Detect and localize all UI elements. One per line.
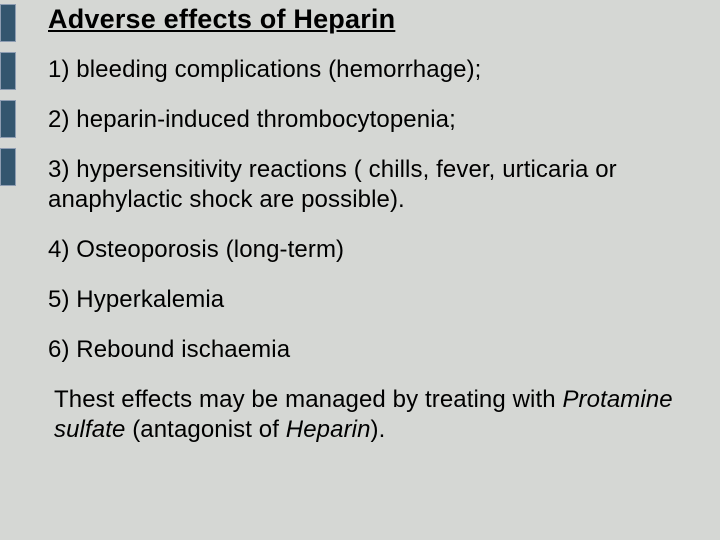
slide-title: Adverse effects of Heparin — [48, 4, 690, 35]
list-item: 3) hypersensitivity reactions ( chills, … — [48, 155, 690, 215]
closing-note: Thest effects may be managed by treating… — [48, 385, 690, 445]
closing-middle: (antagonist of — [125, 416, 285, 443]
accent-bar — [0, 148, 16, 186]
accent-bar — [0, 4, 16, 42]
accent-bar — [0, 100, 16, 138]
list-item: 1) bleeding complications (hemorrhage); — [48, 55, 690, 85]
closing-prefix: Thest effects may be managed by treating… — [54, 386, 562, 413]
slide: Adverse effects of Heparin 1) bleeding c… — [0, 0, 720, 540]
accent-bar — [0, 52, 16, 90]
list-item: 4) Osteoporosis (long-term) — [48, 235, 690, 265]
list-item: 2) heparin-induced thrombocytopenia; — [48, 105, 690, 135]
slide-content: Adverse effects of Heparin 1) bleeding c… — [0, 0, 720, 445]
closing-suffix: ). — [371, 416, 386, 443]
target-name: Heparin — [286, 416, 371, 443]
list-item: 5) Hyperkalemia — [48, 285, 690, 315]
list-item: 6) Rebound ischaemia — [48, 335, 690, 365]
